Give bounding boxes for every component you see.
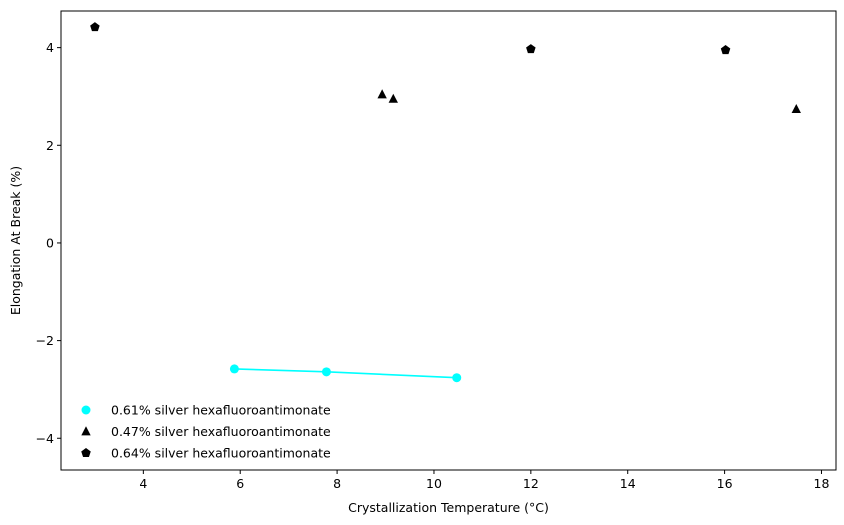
y-tick-label: 4 (46, 40, 54, 55)
plot-area (90, 22, 801, 383)
series-1 (229, 364, 462, 383)
data-point (388, 93, 398, 103)
y-tick-label: −4 (36, 431, 54, 446)
y-tick-label: 2 (46, 138, 54, 153)
series-3 (90, 22, 731, 55)
data-point (452, 373, 462, 383)
legend-label: 0.64% silver hexafluoroantimonate (111, 446, 331, 461)
plot-frame (60, 10, 837, 471)
legend-label: 0.61% silver hexafluoroantimonate (111, 403, 331, 418)
x-tick-label: 18 (814, 476, 830, 491)
legend-item: 0.47% silver hexafluoroantimonate (81, 424, 331, 439)
x-axis-label: Crystallization Temperature (°C) (348, 500, 549, 515)
x-tick-label: 8 (333, 476, 341, 491)
legend: 0.61% silver hexafluoroantimonate 0.47% s… (81, 403, 331, 461)
x-tick-label: 4 (139, 476, 147, 491)
x-tick-label: 14 (620, 476, 636, 491)
x-tick-label: 6 (236, 476, 244, 491)
data-point (526, 44, 536, 54)
legend-label: 0.47% silver hexafluoroantimonate (111, 424, 331, 439)
legend-item: 0.61% silver hexafluoroantimonate (81, 403, 331, 418)
y-tick-label: −2 (36, 333, 54, 348)
x-tick-label: 16 (717, 476, 733, 491)
data-point (90, 22, 100, 32)
legend-marker (81, 448, 91, 458)
data-point (377, 89, 387, 99)
y-tick-label: 0 (46, 235, 54, 250)
legend-item: 0.64% silver hexafluoroantimonate (81, 446, 331, 461)
data-point (229, 364, 239, 374)
x-tick-label: 10 (426, 476, 442, 491)
series-2 (377, 89, 801, 114)
x-axis: 4 6 8 10 12 14 16 18 (139, 470, 829, 491)
data-point (720, 45, 731, 55)
legend-marker (81, 426, 91, 436)
data-point (321, 367, 331, 377)
data-point (791, 103, 801, 114)
y-axis: −4 −2 0 2 4 (36, 40, 61, 446)
x-tick-label: 12 (523, 476, 539, 491)
y-axis-label: Elongation At Break (%) (8, 166, 23, 315)
legend-marker (81, 405, 91, 415)
